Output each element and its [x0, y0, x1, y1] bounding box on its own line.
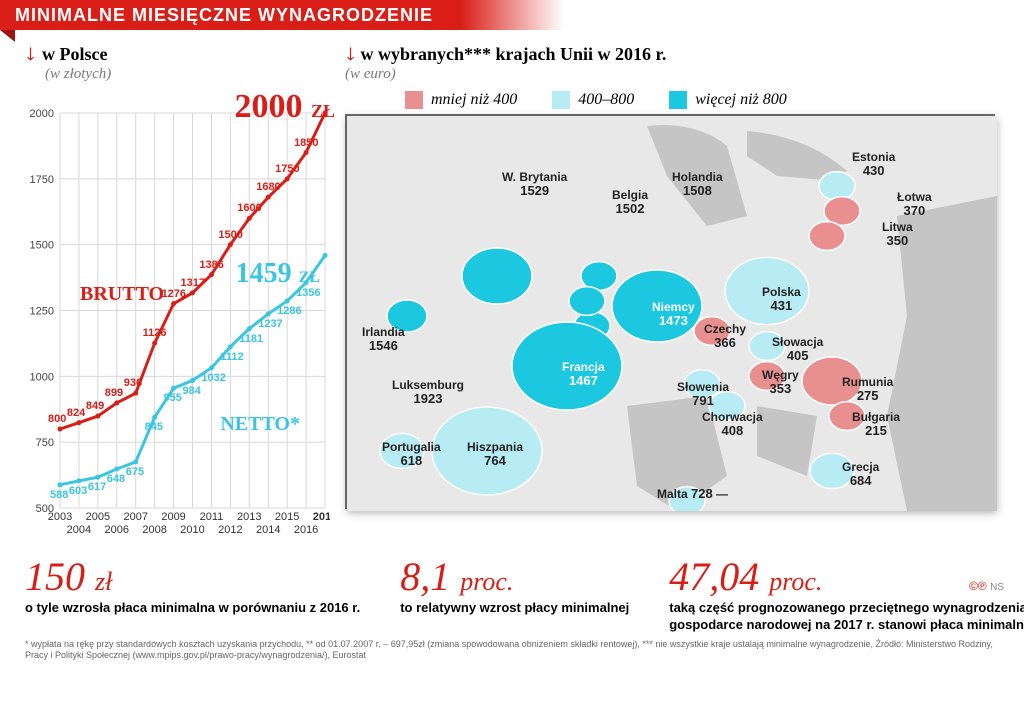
eu-title: ↓ w wybranych*** krajach Unii w 2016 r.: [345, 40, 1009, 66]
svg-text:2005: 2005: [86, 511, 110, 523]
svg-text:1500: 1500: [30, 240, 54, 252]
legend-swatch: [405, 91, 423, 109]
svg-text:2008: 2008: [142, 524, 166, 536]
netto-point: 648: [107, 473, 125, 485]
netto-point: 675: [126, 466, 144, 478]
netto-point: 603: [69, 485, 87, 497]
brutto-highlight: 2000 ZŁ: [234, 88, 335, 126]
legend-item: mniej niż 400: [405, 91, 517, 109]
brutto-point: 849: [86, 400, 104, 412]
arrow-down-icon: ↓: [23, 40, 37, 66]
brutto-point: 1750: [275, 163, 299, 175]
stat-block: 150 zł o tyle wzrosła płaca minimalna w …: [25, 553, 360, 634]
netto-point: 1286: [277, 305, 301, 317]
map-legend: mniej niż 400 400–800 więcej niż 800: [405, 91, 1009, 109]
brutto-point: 1386: [199, 259, 223, 271]
svg-text:2017: 2017: [313, 511, 330, 523]
brutto-label: BRUTTO: [80, 283, 164, 306]
stat-text: o tyle wzrosła płaca minimalna w porówna…: [25, 600, 360, 617]
brutto-point: 1600: [237, 202, 261, 214]
stat-block: 47,04 proc. taką część prognozowanego pr…: [669, 553, 1024, 634]
brutto-point: 899: [105, 387, 123, 399]
stat-value: 8,1 proc.: [400, 553, 629, 600]
brutto-point: 936: [124, 377, 142, 389]
legend-item: więcej niż 800: [669, 91, 787, 109]
copyright: ©℗ NS: [969, 579, 1004, 593]
svg-text:2012: 2012: [218, 524, 242, 536]
poland-subtitle: (w złotych): [45, 66, 330, 83]
netto-point: 617: [88, 481, 106, 493]
brutto-point: 1500: [218, 229, 242, 241]
brutto-point: 1126: [143, 327, 167, 339]
netto-point: 1181: [239, 333, 263, 345]
poland-panel: ↓ w Polsce (w złotych) 50075010001250150…: [25, 40, 330, 548]
svg-text:2003: 2003: [48, 511, 72, 523]
netto-point: 1237: [258, 318, 282, 330]
footnote: * wypłata na rękę przy standardowych kos…: [0, 634, 1024, 662]
header-title: MINIMALNE MIESIĘCZNE WYNAGRODZENIE: [15, 5, 433, 26]
netto-point: 588: [50, 489, 68, 501]
arrow-down-icon: ↓: [343, 40, 357, 66]
brutto-point: 1276: [162, 288, 186, 300]
brutto-point: 1850: [294, 137, 318, 149]
netto-point: 845: [145, 421, 163, 433]
netto-point: 1356: [296, 287, 320, 299]
poland-title: ↓ w Polsce: [25, 40, 330, 66]
netto-point: 1032: [201, 372, 225, 384]
svg-text:750: 750: [36, 437, 54, 449]
stat-text: to relatywny wzrost płacy minimalnej: [400, 600, 629, 617]
svg-text:2011: 2011: [200, 511, 224, 523]
header-bar: MINIMALNE MIESIĘCZNE WYNAGRODZENIE: [0, 0, 1024, 30]
legend-item: 400–800: [552, 91, 634, 109]
line-chart: 5007501000125015001750200020032004200520…: [25, 88, 330, 548]
eu-map: Irlandia1546W. Brytania1529Luksemburg192…: [345, 114, 995, 509]
legend-swatch: [552, 91, 570, 109]
svg-text:2014: 2014: [256, 524, 280, 536]
netto-label: NETTO*: [220, 413, 300, 436]
svg-text:2010: 2010: [180, 524, 204, 536]
netto-point: 1112: [220, 351, 243, 363]
eu-subtitle: (w euro): [345, 66, 1009, 83]
stat-text: taką część prognozowanego przeciętnego w…: [669, 600, 1024, 634]
brutto-point: 800: [48, 413, 66, 425]
svg-text:2009: 2009: [161, 511, 185, 523]
eu-panel: ↓ w wybranych*** krajach Unii w 2016 r. …: [345, 40, 1009, 548]
stat-value: 150 zł: [25, 553, 360, 600]
svg-text:1750: 1750: [30, 174, 54, 186]
svg-text:2000: 2000: [30, 108, 54, 120]
svg-text:1250: 1250: [30, 306, 54, 318]
netto-point: 984: [183, 385, 201, 397]
brutto-point: 1680: [256, 181, 280, 193]
stats-row: 150 zł o tyle wzrosła płaca minimalna w …: [0, 548, 1024, 634]
svg-text:2015: 2015: [275, 511, 299, 523]
svg-text:2007: 2007: [123, 511, 147, 523]
brutto-point: 1317: [181, 277, 205, 289]
svg-text:1000: 1000: [30, 371, 54, 383]
netto-point: 955: [164, 392, 182, 404]
svg-text:2004: 2004: [67, 524, 91, 536]
svg-text:2013: 2013: [237, 511, 261, 523]
legend-swatch: [669, 91, 687, 109]
netto-highlight: 1459 ZŁ: [236, 258, 320, 290]
svg-text:2006: 2006: [105, 524, 129, 536]
brutto-point: 824: [67, 407, 85, 419]
stat-block: 8,1 proc. to relatywny wzrost płacy mini…: [400, 553, 629, 634]
svg-text:2016: 2016: [294, 524, 318, 536]
content-row: ↓ w Polsce (w złotych) 50075010001250150…: [0, 30, 1024, 548]
